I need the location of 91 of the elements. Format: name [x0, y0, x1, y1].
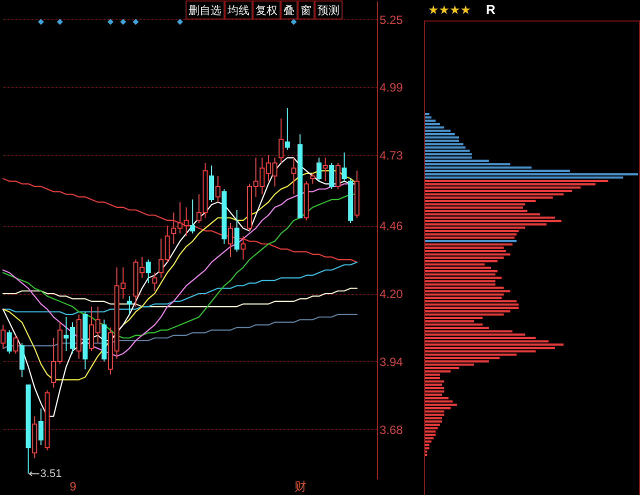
line-series [2, 178, 358, 263]
line-series [2, 262, 358, 316]
candlestick [6, 330, 12, 354]
candlestick [342, 152, 347, 182]
annotation: 复权 [256, 5, 278, 17]
candlestick [152, 272, 158, 292]
annotation: 窗 [300, 4, 312, 17]
candlestick [126, 296, 132, 315]
bar [425, 180, 608, 182]
candlestick [335, 162, 340, 190]
candlestick [38, 408, 44, 446]
bar [425, 427, 438, 430]
bar [425, 173, 638, 176]
candlestick [329, 162, 334, 190]
bar [425, 236, 514, 239]
bar [425, 130, 451, 132]
y-tick-label: 3.94 [380, 354, 404, 369]
bar [425, 276, 502, 279]
bar [425, 400, 453, 403]
bar [425, 116, 432, 119]
annotation: 3.51 [40, 468, 62, 480]
y-tick-label: 4.99 [380, 80, 404, 95]
bar [425, 303, 519, 306]
bar [425, 417, 442, 420]
x-tick-label: 9 [70, 480, 77, 494]
bar [425, 430, 436, 433]
bar [425, 306, 519, 309]
y-tick-label: 3.68 [380, 422, 404, 437]
candlestick [13, 334, 18, 354]
candlestick [215, 176, 220, 203]
bar [425, 440, 432, 443]
candlestick [310, 172, 316, 184]
candlestick [190, 199, 196, 234]
bar [425, 136, 460, 139]
bar [425, 434, 436, 436]
candlestick [322, 157, 328, 182]
bar [425, 240, 517, 242]
y-tick-label: 4.73 [380, 148, 404, 163]
bar [425, 270, 498, 272]
bar [425, 380, 444, 382]
bar [425, 390, 444, 393]
candlestick [291, 157, 296, 195]
bar [425, 253, 510, 256]
annotation: 预测 [318, 5, 340, 17]
x-tick-label: 财 [294, 480, 307, 494]
bar [425, 384, 442, 386]
bar [425, 120, 436, 122]
annotation: 叠 [284, 5, 294, 17]
bar [425, 376, 440, 380]
bar [425, 133, 455, 136]
bar [425, 414, 444, 416]
bar [425, 344, 564, 346]
bar [425, 123, 440, 126]
bar [425, 150, 470, 152]
text: R [486, 2, 496, 17]
candlestick [228, 222, 234, 258]
bar [425, 300, 517, 302]
bar [425, 220, 562, 222]
text: ★★★★ [428, 3, 472, 17]
candlestick [234, 209, 240, 252]
bar [425, 250, 506, 252]
annotation: 均线 [226, 4, 250, 17]
bar [425, 243, 512, 246]
y-tick-label: 4.46 [380, 219, 404, 234]
bar [425, 444, 430, 446]
bar [425, 447, 430, 450]
bar [425, 140, 460, 142]
bar [425, 387, 444, 390]
bar [425, 397, 448, 400]
candlestick [209, 165, 214, 203]
y-tick-label: 5.25 [380, 12, 404, 27]
candlestick [284, 108, 290, 150]
annotation: 删自选 [188, 4, 222, 17]
bar [425, 206, 523, 209]
bar [425, 404, 457, 406]
candlestick [146, 259, 151, 284]
bar [425, 153, 472, 156]
bar [425, 233, 517, 236]
bar [425, 146, 466, 149]
bar [425, 424, 440, 426]
bar [425, 290, 510, 292]
candlestick [278, 118, 284, 164]
line-series [2, 288, 358, 308]
candlestick [19, 342, 24, 378]
bar [425, 420, 442, 423]
candlestick [316, 157, 322, 182]
candlestick [240, 236, 246, 260]
bar [425, 143, 464, 146]
y-tick-label: 4.20 [380, 287, 404, 302]
bar [425, 437, 434, 440]
bar [425, 113, 430, 116]
